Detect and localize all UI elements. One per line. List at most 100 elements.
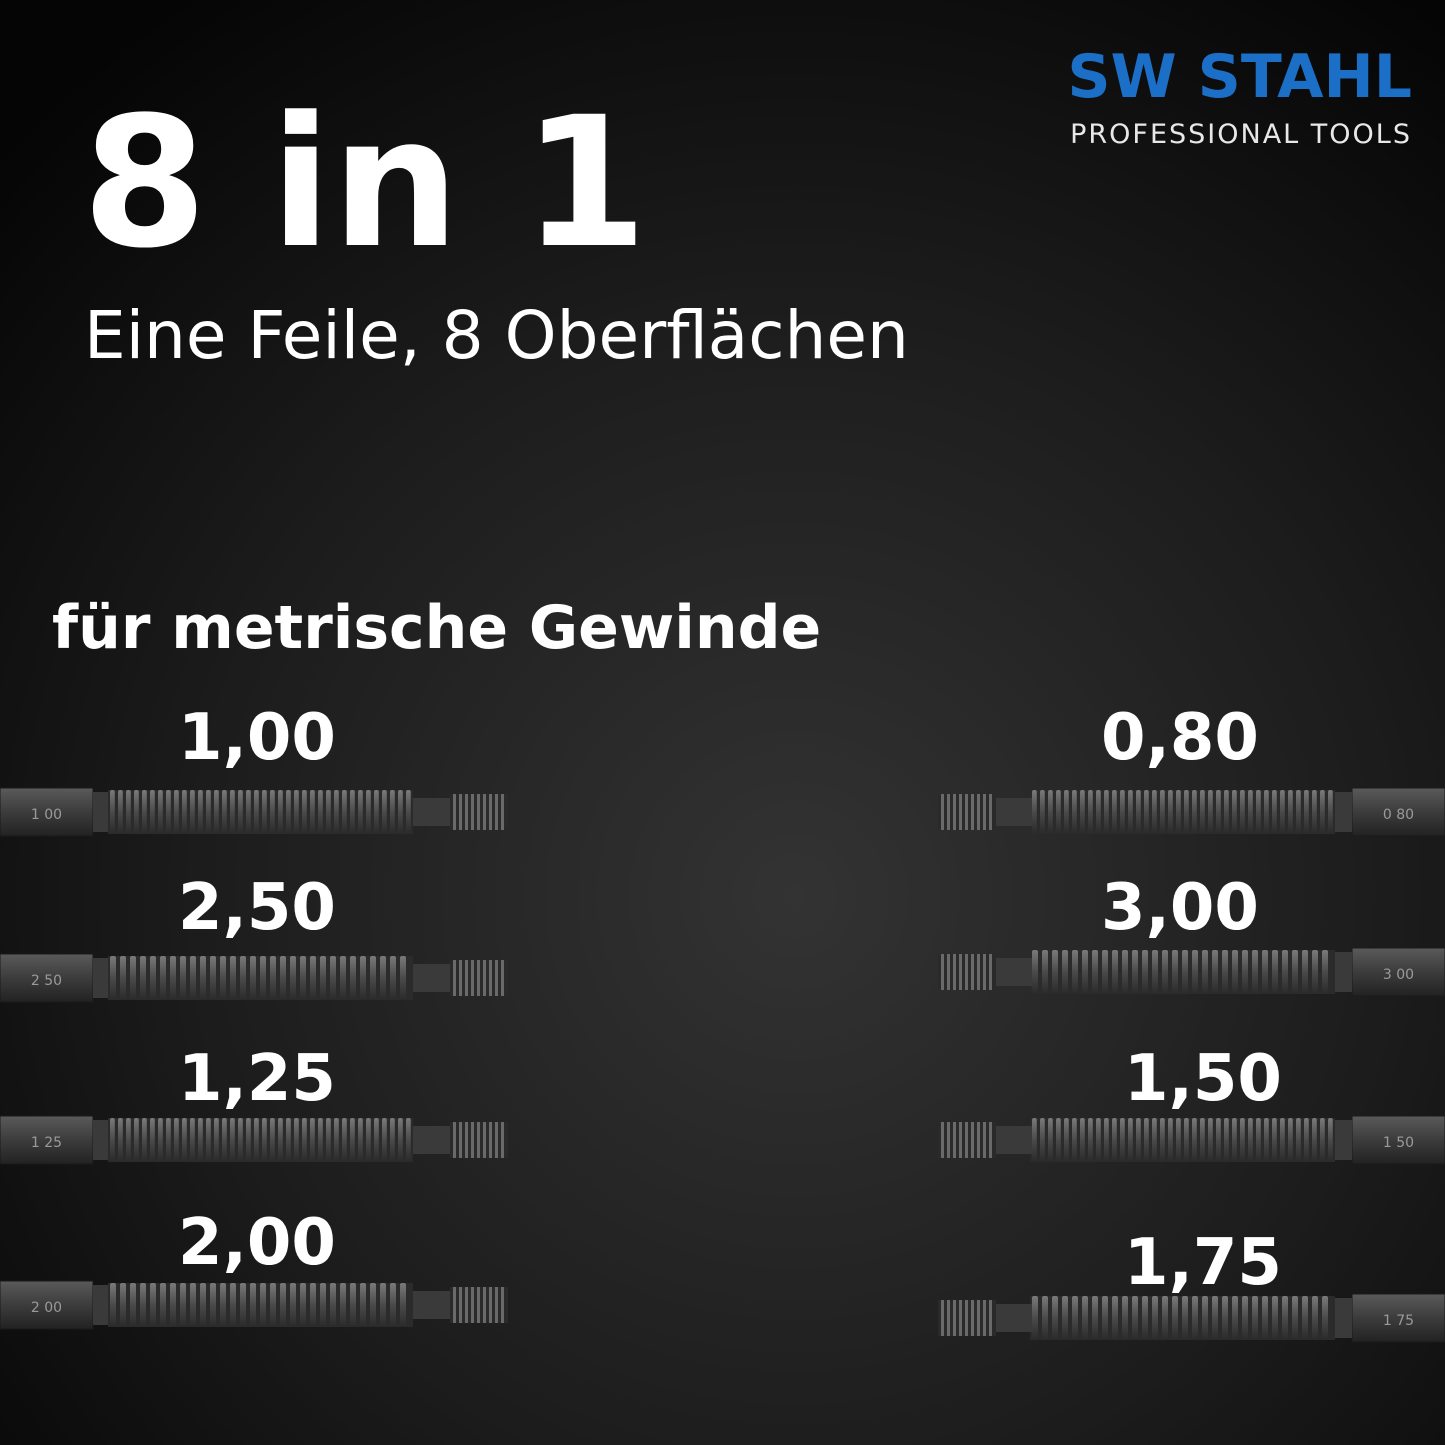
file-ridge — [214, 790, 219, 834]
file-ridge — [140, 1283, 146, 1327]
file-ridge — [310, 1283, 316, 1327]
file-ridge — [190, 1283, 196, 1327]
file-ridge — [1082, 950, 1088, 994]
file-ridge — [1256, 790, 1261, 834]
tip-ridge — [941, 954, 944, 990]
tip-ridge — [477, 1122, 480, 1158]
thread-file: 2 50 — [0, 953, 508, 1003]
file-ridge — [222, 790, 227, 834]
tip-ridge — [489, 1122, 492, 1158]
file-ridge — [118, 790, 123, 834]
file-ridge — [1132, 1296, 1138, 1340]
file-ridge — [334, 1118, 339, 1162]
tip-ridge — [977, 1300, 980, 1336]
file-ridge — [1052, 1296, 1058, 1340]
file-ridge — [130, 956, 136, 1000]
file-ridge — [1162, 950, 1168, 994]
file-ridge — [1112, 1296, 1118, 1340]
tip-ridge — [989, 1122, 992, 1158]
file-ridge — [1212, 1296, 1218, 1340]
file-ridge — [1282, 950, 1288, 994]
file-ridge — [1128, 790, 1133, 834]
file-ridge — [294, 1118, 299, 1162]
file-ridge — [406, 1118, 411, 1162]
file-ridge — [250, 1283, 256, 1327]
file-ridge — [1264, 1118, 1269, 1162]
file-ridge — [1168, 790, 1173, 834]
tip-ridge — [989, 954, 992, 990]
tip-ridge — [477, 960, 480, 996]
file-stamp: 2 00 — [31, 1300, 62, 1316]
file-ridge — [1102, 950, 1108, 994]
file-ridge — [270, 790, 275, 834]
file-ridge — [1152, 1296, 1158, 1340]
tip-ridge — [471, 1122, 474, 1158]
file-ridge — [398, 790, 403, 834]
tip-ridge — [971, 1122, 974, 1158]
file-ridge — [1132, 950, 1138, 994]
file-ridge — [1096, 790, 1101, 834]
file-ridge — [120, 1283, 126, 1327]
tip-ridge — [483, 1122, 486, 1158]
file-ridge — [240, 956, 246, 1000]
tip-ridge — [471, 1287, 474, 1323]
file-ridge — [1208, 790, 1213, 834]
file-ridge — [210, 1283, 216, 1327]
file-ridge — [318, 790, 323, 834]
tip-ridge — [459, 794, 462, 830]
file-ridge — [1302, 950, 1308, 994]
brand-name: SW STAHL — [1067, 42, 1412, 112]
file-ridge — [370, 956, 376, 1000]
file-ridge — [1328, 1118, 1333, 1162]
file-ridge — [174, 790, 179, 834]
file-ridge — [160, 956, 166, 1000]
file-ridge — [126, 1118, 131, 1162]
file-ridge — [1304, 1118, 1309, 1162]
file-ridge — [1160, 790, 1165, 834]
tip-ridge — [971, 954, 974, 990]
tip-ridge — [453, 794, 456, 830]
file-ridge — [350, 790, 355, 834]
file-ridge — [1256, 1118, 1261, 1162]
file-ridge — [210, 956, 216, 1000]
file-ridge — [310, 790, 315, 834]
file-ridge — [240, 1283, 246, 1327]
file-ridge — [1040, 790, 1045, 834]
file-ridge — [1242, 950, 1248, 994]
file-ridge — [310, 956, 316, 1000]
file-ridge — [1222, 1296, 1228, 1340]
file-ridge — [1152, 1118, 1157, 1162]
tip-ridge — [947, 1122, 950, 1158]
tip-ridge — [965, 794, 968, 830]
file-ridge — [1216, 1118, 1221, 1162]
file-ridge — [1280, 1118, 1285, 1162]
file-ridge — [1202, 950, 1208, 994]
file-ridge — [1072, 950, 1078, 994]
file-ridge — [1064, 790, 1069, 834]
file-ridge — [390, 1283, 396, 1327]
thread-file: 2 00 — [0, 1280, 508, 1330]
file-ridge — [1232, 1296, 1238, 1340]
tip-ridge — [959, 794, 962, 830]
size-label: 1,00 — [178, 701, 336, 775]
file-ridge — [340, 1283, 346, 1327]
file-ridge — [1152, 790, 1157, 834]
file-ridge — [1312, 1296, 1318, 1340]
file-ridge — [1292, 950, 1298, 994]
file-ridge — [222, 1118, 227, 1162]
tip-ridge — [959, 1122, 962, 1158]
file-ridge — [1296, 1118, 1301, 1162]
tip-ridge — [977, 1122, 980, 1158]
file-ridge — [170, 956, 176, 1000]
tip-ridge — [941, 1122, 944, 1158]
file-ridge — [182, 790, 187, 834]
tip-ridge — [941, 1300, 944, 1336]
file-ridge — [110, 1118, 115, 1162]
tip-ridge — [983, 794, 986, 830]
file-ridge — [200, 1283, 206, 1327]
file-neck — [1330, 1298, 1352, 1338]
file-ridge — [190, 956, 196, 1000]
tip-ridge — [453, 1122, 456, 1158]
file-ridge — [278, 1118, 283, 1162]
